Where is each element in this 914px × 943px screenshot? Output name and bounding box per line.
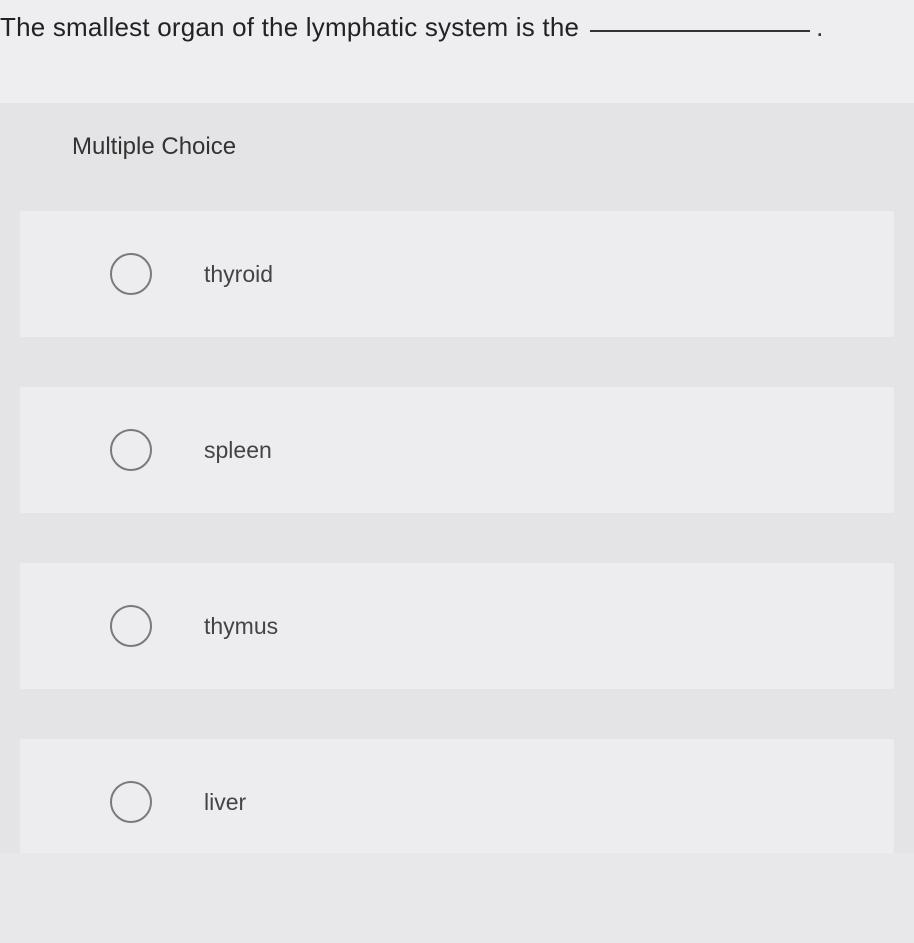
radio-button[interactable] (110, 429, 152, 471)
option-row[interactable]: thyroid (20, 211, 894, 337)
option-label: thyroid (204, 261, 273, 288)
option-row[interactable]: liver (20, 739, 894, 853)
option-row[interactable]: spleen (20, 387, 894, 513)
question-header: The smallest organ of the lymphatic syst… (0, 0, 914, 103)
radio-button[interactable] (110, 781, 152, 823)
question-period: . (816, 12, 823, 42)
fill-in-blank (590, 30, 810, 32)
option-label: liver (204, 789, 246, 816)
option-label: thymus (204, 613, 278, 640)
multiple-choice-label: Multiple Choice (0, 133, 914, 211)
multiple-choice-section: Multiple Choice thyroid spleen thymus li… (0, 103, 914, 853)
radio-button[interactable] (110, 253, 152, 295)
question-text: The smallest organ of the lymphatic syst… (0, 12, 579, 42)
option-row[interactable]: thymus (20, 563, 894, 689)
options-container: thyroid spleen thymus liver (0, 211, 914, 853)
option-label: spleen (204, 437, 272, 464)
radio-button[interactable] (110, 605, 152, 647)
